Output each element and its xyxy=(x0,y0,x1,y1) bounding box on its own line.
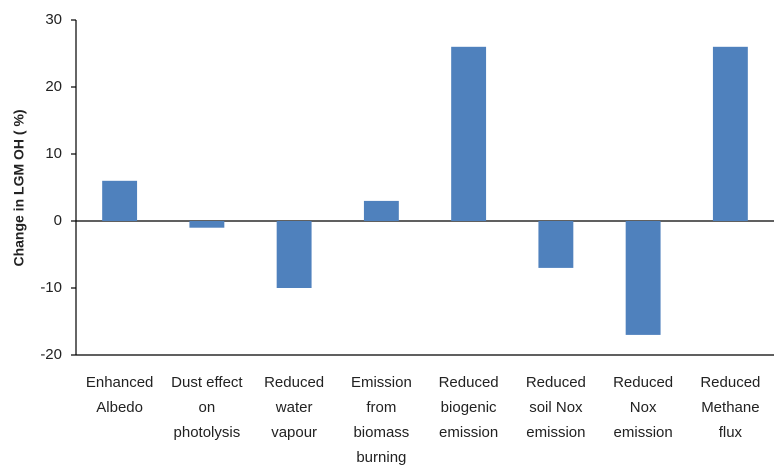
y-tick-label: 20 xyxy=(45,78,62,95)
x-tick-label: Reduced water vapour xyxy=(264,374,324,441)
y-tick-label: 10 xyxy=(45,145,62,162)
x-tick-label: Emission from biomass burning xyxy=(351,374,412,466)
bar xyxy=(712,46,748,221)
bar xyxy=(102,180,138,221)
x-tick-label: Reduced Nox emission xyxy=(613,374,673,441)
x-tick-label: Reduced Methane flux xyxy=(700,374,760,441)
bar xyxy=(363,200,399,221)
x-tick-label: Dust effect on photolysis xyxy=(171,374,243,441)
y-tick-label: -20 xyxy=(40,346,62,363)
x-tick-label: Reduced biogenic emission xyxy=(439,374,499,441)
bar xyxy=(276,221,312,288)
y-tick-label: -10 xyxy=(40,279,62,296)
y-tick-label: 30 xyxy=(45,11,62,28)
bar xyxy=(189,221,225,228)
x-tick-label: Reduced soil Nox emission xyxy=(526,374,586,441)
y-tick-label: 0 xyxy=(54,212,62,229)
bar xyxy=(451,46,487,221)
y-axis-title: Change in LGM OH ( %) xyxy=(11,109,27,266)
bar xyxy=(625,221,661,335)
bar xyxy=(538,221,574,268)
x-tick-label: Enhanced Albedo xyxy=(86,374,154,416)
